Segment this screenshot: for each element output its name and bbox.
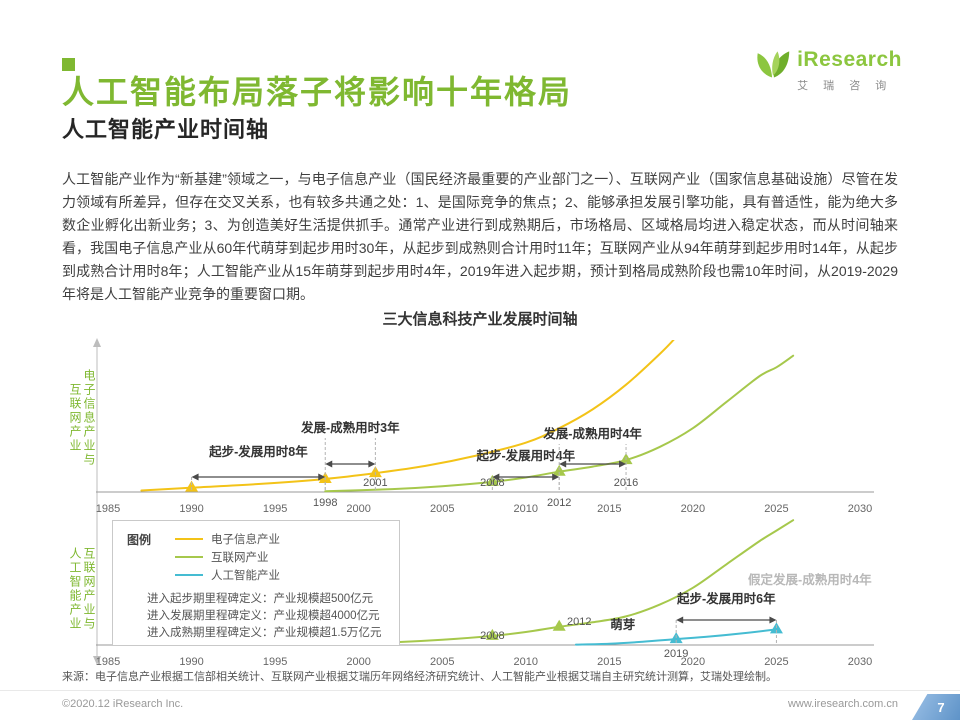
x-tick-label: 2015 bbox=[597, 656, 621, 668]
footer-divider bbox=[0, 690, 960, 691]
phase-marker-triangle bbox=[552, 464, 566, 476]
arrow-left-icon bbox=[191, 473, 199, 481]
page-title: 人工智能布局落子将影响十年格局 bbox=[62, 74, 573, 110]
chart-title: 三大信息科技产业发展时间轴 bbox=[382, 311, 578, 328]
title-bullet-square bbox=[62, 58, 75, 71]
phase-marker-triangle bbox=[485, 628, 499, 640]
legend-item: 人工智能产业 bbox=[175, 566, 280, 584]
x-tick-label: 2025 bbox=[764, 656, 788, 668]
milestone-definition: 进入起步期里程碑定义：产业规模超500亿元 bbox=[147, 593, 374, 605]
logo-chinese-text: 艾 瑞 咨 询 bbox=[797, 80, 893, 92]
legend-heading: 图例 bbox=[127, 533, 152, 547]
arrow-left-icon bbox=[325, 460, 333, 468]
milestone-year-label: 2016 bbox=[614, 477, 638, 489]
duration-label: 发展-成熟用时4年 bbox=[542, 426, 642, 441]
x-tick-label: 2030 bbox=[848, 503, 872, 515]
y-axis-label-top: 电子信息产业与 互联网产业 bbox=[68, 369, 96, 467]
milestone-year-label: 2019 bbox=[664, 648, 688, 660]
footer-copyright: ©2020.12 iResearch Inc. bbox=[62, 698, 184, 710]
arrow-right-icon bbox=[769, 616, 777, 624]
legend-item: 互联网产业 bbox=[175, 548, 280, 566]
x-tick-label: 1990 bbox=[179, 656, 203, 668]
x-tick-label: 1990 bbox=[179, 503, 203, 515]
leaf-icon bbox=[755, 48, 791, 85]
x-tick-label: 2010 bbox=[514, 656, 538, 668]
milestone-year-label: 2012 bbox=[547, 497, 571, 509]
duration-label: 起步-发展用时4年 bbox=[475, 448, 575, 463]
x-tick-label: 2005 bbox=[430, 503, 454, 515]
duration-label: 发展-成熟用时3年 bbox=[300, 420, 400, 435]
chart-legend: 图例 电子信息产业 互联网产业 人工智能产业 bbox=[112, 520, 400, 646]
page-subtitle: 人工智能产业时间轴 bbox=[62, 117, 270, 142]
legend-line-sample bbox=[175, 538, 203, 540]
x-tick-label: 2020 bbox=[681, 656, 705, 668]
milestone-definition: 进入发展期里程碑定义：产业规模超4000亿元 bbox=[147, 610, 380, 622]
chart-annotation: 萌芽 bbox=[610, 617, 636, 632]
x-tick-label: 2000 bbox=[346, 656, 370, 668]
arrow-right-icon bbox=[318, 473, 326, 481]
arrow-left-icon bbox=[559, 460, 567, 468]
x-tick-label: 1995 bbox=[263, 656, 287, 668]
duration-label: 起步-发展用时8年 bbox=[208, 444, 308, 459]
x-tick-label: 2025 bbox=[764, 503, 788, 515]
phase-marker-triangle bbox=[485, 474, 499, 486]
x-tick-label: 2030 bbox=[848, 656, 872, 668]
phase-marker-triangle bbox=[185, 480, 199, 492]
timeline-chart-canvas: 1985 1990 1995 2000 2005 2010 2015 2020 2025 2030… bbox=[93, 338, 874, 668]
timeline-chart: 1985 1990 1995 2000 2005 2010 2015 2020 2025 2030… bbox=[60, 330, 900, 675]
page-number-badge: 7 bbox=[912, 694, 960, 720]
x-tick-label: 1985 bbox=[96, 503, 120, 515]
legend-item: 电子信息产业 bbox=[175, 530, 280, 548]
x-tick-label: 2015 bbox=[597, 503, 621, 515]
milestone-year-label: 2001 bbox=[363, 477, 387, 489]
arrow-down-icon bbox=[93, 656, 101, 665]
x-tick-label: 2000 bbox=[346, 503, 370, 515]
x-tick-label: 1995 bbox=[263, 503, 287, 515]
x-tick-label: 2005 bbox=[430, 656, 454, 668]
arrow-left-icon bbox=[676, 616, 684, 624]
milestone-year-label: 2008 bbox=[480, 630, 504, 642]
milestone-year-label: 1998 bbox=[313, 497, 337, 509]
phase-marker-triangle bbox=[368, 466, 382, 478]
series-line bbox=[140, 340, 675, 492]
x-tick-label: 2010 bbox=[514, 503, 538, 515]
milestone-year-label: 2012 bbox=[567, 616, 591, 628]
y-axis-label-bottom: 互联网产业与 人工智能产业 bbox=[68, 547, 96, 631]
milestone-definition: 进入成熟期里程碑定义：产业规模超1.5万亿元 bbox=[147, 627, 382, 639]
x-tick-label: 1985 bbox=[96, 656, 120, 668]
arrow-right-icon bbox=[552, 473, 560, 481]
arrow-left-icon bbox=[492, 473, 500, 481]
legend-line-sample bbox=[175, 556, 203, 558]
iresearch-logo: iResearch 艾 瑞 咨 询 bbox=[755, 48, 902, 93]
x-tick-label: 2020 bbox=[681, 503, 705, 515]
phase-marker-triangle bbox=[552, 619, 566, 631]
chart-annotation: 假定发展-成熟用时4年 bbox=[748, 572, 872, 587]
series-line bbox=[324, 519, 795, 646]
intro-paragraph: 人工智能产业作为“新基建”领域之一，与电子信息产业（国民经济最重要的产业部门之一… bbox=[62, 171, 898, 302]
source-note: 来源：电子信息产业根据工信部相关统计、互联网产业根据艾瑞历年网络经济研究统计、人… bbox=[62, 671, 777, 683]
arrow-up-icon bbox=[93, 338, 101, 347]
milestone-year-label: 2008 bbox=[480, 477, 504, 489]
arrow-right-icon bbox=[368, 460, 376, 468]
footer-url: www.iresearch.com.cn bbox=[787, 698, 898, 710]
legend-line-sample bbox=[175, 574, 203, 576]
duration-label: 起步-发展用时6年 bbox=[676, 591, 776, 606]
arrow-right-icon bbox=[619, 460, 627, 468]
logo-brand-text: iResearch bbox=[797, 48, 902, 71]
